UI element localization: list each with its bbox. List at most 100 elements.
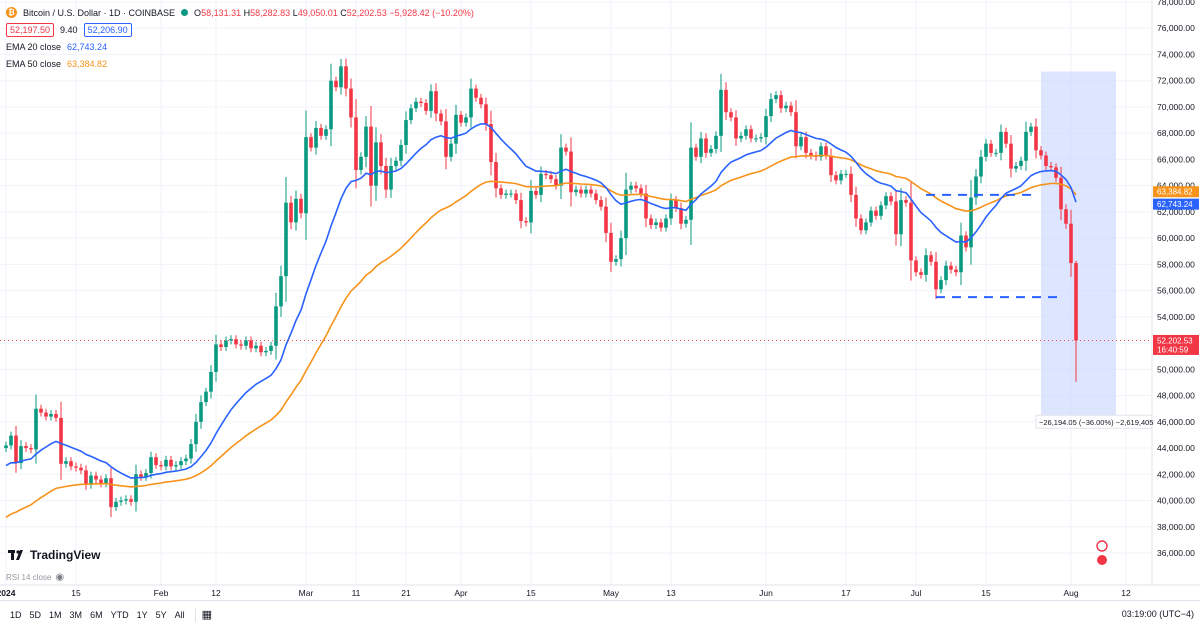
candle-body: [844, 173, 848, 175]
candle-body: [324, 129, 328, 136]
timeframe-3m[interactable]: 3M: [69, 609, 83, 620]
candle-body: [329, 80, 333, 130]
indicator-ema20[interactable]: EMA 20 close 62,743.24: [6, 38, 474, 55]
price-tick-label: 62,000.00: [1157, 207, 1195, 217]
candle-body: [314, 127, 318, 148]
candle-body: [229, 339, 233, 341]
candle-body: [474, 88, 478, 98]
divider: [194, 607, 196, 622]
candle-body: [264, 350, 268, 353]
candle-body: [334, 80, 338, 88]
timeframe-ytd[interactable]: YTD: [110, 609, 129, 620]
timeframe-all[interactable]: All: [174, 609, 185, 620]
candle-body: [19, 446, 23, 464]
candle-body: [659, 222, 663, 228]
price-tick-label: 64,000.00: [1157, 181, 1195, 191]
ema20-line[interactable]: [5, 123, 1077, 479]
price-tick-label: 42,000.00: [1157, 469, 1195, 479]
indicator-ema50[interactable]: EMA 50 close 63,384.82: [6, 55, 474, 72]
timeframe-6m[interactable]: 6M: [90, 609, 103, 620]
candle-body: [384, 165, 388, 190]
candle-body: [159, 465, 163, 467]
trade-row: 52,197.50 9.40 52,206.90: [6, 21, 474, 38]
timeframe-1y[interactable]: 1Y: [136, 609, 148, 620]
sell-button[interactable]: 52,197.50: [6, 22, 55, 37]
candle-body: [224, 340, 228, 348]
candle-body: [424, 103, 428, 111]
candle-body: [89, 475, 93, 485]
candle-body: [874, 210, 878, 216]
ema50-line[interactable]: [5, 154, 1077, 518]
time-tick-label: 15: [71, 588, 81, 598]
candle-body: [374, 142, 378, 186]
last-price-tag: 52,202.53: [1157, 336, 1193, 345]
candle-body: [154, 457, 158, 466]
clock-display[interactable]: 03:19:00 (UTC−4): [1121, 609, 1194, 619]
candle-body: [724, 89, 728, 113]
candle-body: [94, 475, 98, 480]
candle-body: [389, 165, 393, 190]
candle-body: [974, 176, 978, 198]
candle-body: [1069, 223, 1073, 264]
price-tick-label: 40,000.00: [1157, 496, 1195, 506]
candle-body: [989, 143, 993, 153]
candle-body: [34, 408, 38, 450]
candle-body: [1004, 131, 1008, 144]
candle-body: [54, 413, 58, 418]
calendar-icon[interactable]: ▦: [201, 609, 213, 621]
candle-body: [604, 206, 608, 233]
timeframe-1d[interactable]: 1D: [10, 609, 22, 620]
rsi-label-text: RSI 14 close: [6, 573, 52, 582]
candle-body: [354, 117, 358, 170]
candle-body: [414, 101, 418, 109]
candle-body: [394, 160, 398, 166]
price-tick-label: 68,000.00: [1157, 128, 1195, 138]
candle-body: [484, 104, 488, 125]
candle-body: [99, 479, 103, 484]
candle-body: [189, 444, 193, 459]
timeframe-1m[interactable]: 1M: [49, 609, 62, 620]
buy-button[interactable]: 52,206.90: [83, 22, 132, 37]
candle-body: [594, 193, 598, 201]
candle-body: [689, 147, 693, 220]
time-tick-label: 15: [526, 588, 536, 598]
candle-body: [949, 265, 953, 270]
lightning-event-icon[interactable]: [1096, 540, 1108, 552]
candle-body: [944, 265, 948, 281]
candle-body: [299, 198, 303, 214]
candle-body: [784, 105, 788, 109]
measure-label-bg: [1035, 414, 1153, 429]
time-tick-label: May: [603, 588, 620, 598]
candle-body: [429, 91, 433, 111]
candle-body: [744, 129, 748, 136]
candle-body: [74, 466, 78, 468]
candle-body: [899, 200, 903, 235]
candle-body: [284, 202, 288, 277]
eye-icon[interactable]: ◉: [55, 572, 65, 583]
price-chart[interactable]: 78,000.00 76,000.00 74,000.00 72,000.00 70,0…: [0, 0, 1200, 600]
candle-body: [859, 218, 863, 231]
symbol-title[interactable]: Bitcoin / U.S. Dollar · 1D · COINBASE: [23, 7, 176, 18]
timeframe-5d[interactable]: 5D: [29, 609, 42, 620]
candle-body: [1049, 165, 1053, 168]
price-tick-label: 78,000.00: [1157, 0, 1195, 7]
candle-body: [489, 124, 493, 163]
candle-body: [459, 114, 463, 123]
measure-range[interactable]: [1041, 71, 1116, 416]
candle-body: [849, 173, 853, 195]
candle-body: [1044, 155, 1048, 166]
candle-body: [609, 232, 613, 262]
candle-body: [914, 260, 918, 273]
candle-body: [919, 272, 923, 275]
candle-body: [269, 345, 273, 351]
tradingview-logo[interactable]: TradingView: [8, 548, 100, 562]
flag-event-icon[interactable]: [1097, 555, 1107, 565]
candle-body: [539, 173, 543, 195]
rsi-pane-label[interactable]: RSI 14 close ◉: [6, 572, 64, 583]
timeframe-5y[interactable]: 5Y: [155, 609, 167, 620]
candle-body: [409, 108, 413, 121]
ohlc-values: O58,131.31 H58,282.83 L49,050.01 C52,202…: [194, 7, 474, 18]
price-tick-label: 66,000.00: [1157, 154, 1195, 164]
candle-body: [209, 371, 213, 392]
candle-body: [164, 459, 168, 467]
